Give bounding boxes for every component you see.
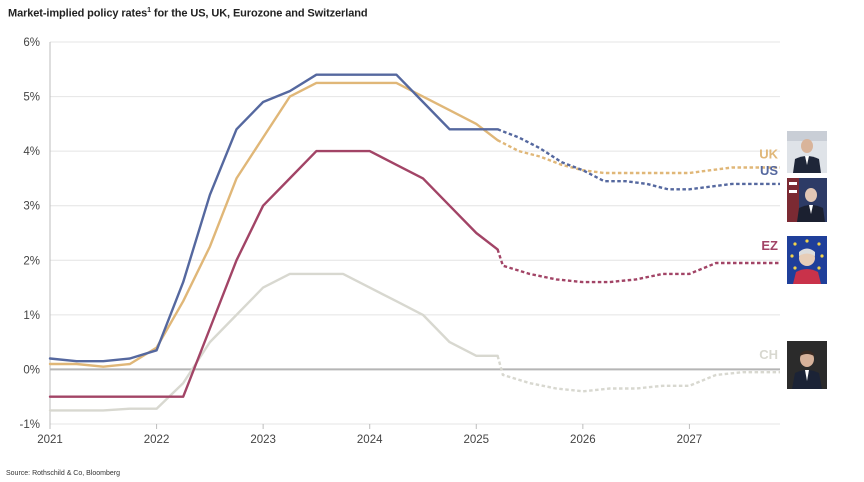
series-label-uk: UK: [759, 147, 778, 162]
ch-portrait: [787, 341, 827, 389]
series-label-ez: EZ: [761, 238, 778, 253]
series-forecast-ch: [496, 355, 780, 393]
series-label-ch: CH: [759, 347, 778, 362]
series-forecast-us: [497, 128, 780, 191]
series-forecast-uk: [497, 139, 780, 175]
y-tick-label: 6%: [23, 37, 40, 49]
y-tick-label: -1%: [20, 419, 40, 431]
x-tick-label: 2026: [570, 434, 596, 446]
uk-portrait: [787, 131, 827, 173]
x-tick-label: 2025: [463, 434, 489, 446]
x-tick-label: 2027: [677, 434, 703, 446]
series-line-us: [48, 73, 499, 363]
us-portrait: [787, 178, 827, 222]
portraits: [787, 131, 827, 389]
source-note: Source: Rothschild & Co, Bloomberg: [6, 470, 120, 477]
y-tick-label: 0%: [23, 364, 40, 376]
ez-portrait: [787, 236, 827, 284]
y-tick-label: 2%: [23, 255, 40, 267]
x-tick-label: 2023: [250, 434, 276, 446]
series-label-us: US: [760, 163, 778, 178]
grid-layer: -1% 0% 1% 2% 3% 4% 5% 6% 2021 2022 2023 2024 2025 202…: [20, 37, 780, 446]
x-tick-label: 2021: [37, 434, 63, 446]
series-line-ez: [48, 149, 499, 398]
x-tick-label: 2024: [357, 434, 383, 446]
series-line-uk: [48, 81, 499, 368]
y-tick-label: 3%: [23, 201, 40, 213]
series-line-ch: [48, 272, 499, 412]
y-tick-label: 4%: [23, 146, 40, 158]
series-layer: [48, 73, 780, 412]
x-tick-label: 2022: [144, 434, 170, 446]
y-tick-label: 1%: [23, 310, 40, 322]
series-forecast-ez: [496, 249, 780, 284]
y-tick-label: 5%: [23, 92, 40, 104]
chart-title: Market-implied policy rates1 for the US,…: [8, 7, 368, 20]
